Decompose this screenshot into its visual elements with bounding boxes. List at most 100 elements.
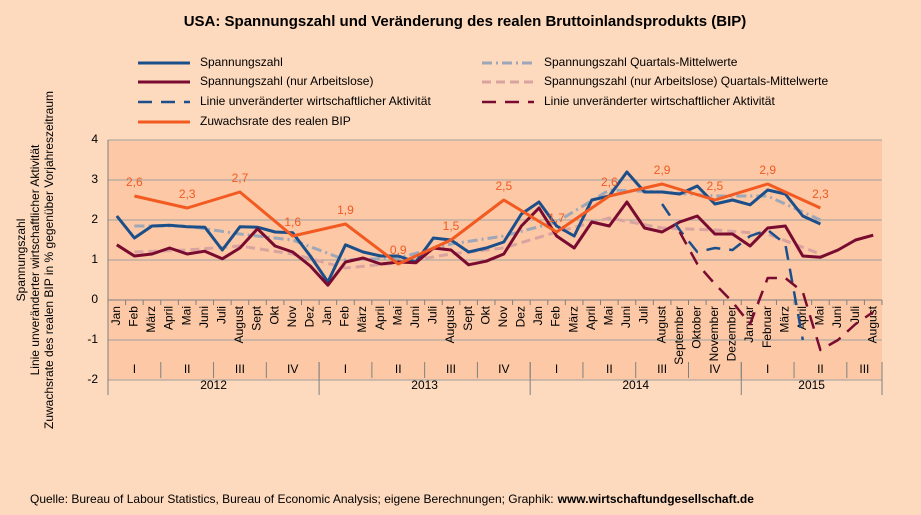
legend-label: Spannungszahl [200, 55, 283, 69]
x-tick-label: Mai [390, 306, 404, 325]
data-label: 1,5 [443, 219, 460, 233]
quarter-label: II [184, 362, 191, 376]
data-label: 2,9 [759, 163, 776, 177]
data-label: 2,9 [654, 163, 671, 177]
x-tick-label: Dez [302, 306, 316, 327]
legend-label: Zuwachsrate des realen BIP [200, 114, 351, 128]
x-tick-label: Juli [426, 306, 440, 324]
legend-label: Spannungszahl (nur Arbeitslose) Quartals… [544, 74, 828, 88]
x-tick-label: April [373, 306, 387, 330]
x-tick-label: August [232, 305, 246, 343]
quarter-label: II [817, 362, 824, 376]
x-tick-label: April [584, 306, 598, 330]
x-tick-label: Februar [760, 306, 774, 348]
quarter-label: III [657, 362, 667, 376]
y-axis-title: Spannungszahl [14, 219, 28, 302]
x-tick-label: Mai [813, 306, 827, 325]
legend-label: Linie unveränderter wirtschaftlicher Akt… [544, 94, 775, 108]
y-tick-label: 3 [91, 172, 98, 186]
x-tick-label: Mai [602, 306, 616, 325]
series-line [678, 231, 874, 352]
year-label: 2014 [622, 378, 649, 392]
y-tick-label: -1 [87, 332, 98, 346]
x-tick-label: Dezember [725, 306, 739, 361]
data-label: 2,5 [707, 179, 724, 193]
y-tick-label: 2 [91, 212, 98, 226]
x-tick-label: Juni [830, 306, 844, 328]
x-tick-label: Juni [619, 306, 633, 328]
y-axis-title: Zuwachsrate des realen BIP in % gegenübe… [42, 91, 56, 429]
x-tick-label: März [777, 306, 791, 333]
y-tick-label: -2 [87, 372, 98, 386]
x-tick-label: Nov [496, 306, 510, 327]
data-label: 2,7 [232, 171, 249, 185]
x-tick-label: März [355, 306, 369, 333]
x-tick-label: Feb [549, 306, 563, 327]
legend-label: Linie unveränderter wirtschaftlicher Akt… [200, 94, 431, 108]
x-tick-label: Nov [285, 306, 299, 327]
source-link: www.wirtschaftundgesellschaft.de [557, 492, 755, 506]
series-line [134, 182, 822, 266]
quarter-label: I [344, 362, 347, 376]
data-label: 1,7 [548, 211, 565, 225]
data-label: 2,3 [812, 187, 829, 201]
x-tick-label: Dez [514, 306, 528, 327]
x-tick-label: Feb [127, 306, 141, 327]
data-label: 2,6 [126, 175, 143, 189]
chart-title: USA: Spannungszahl und Veränderung des r… [184, 13, 747, 30]
x-tick-label: August [443, 305, 457, 343]
series-line [115, 200, 874, 287]
quarter-label: I [555, 362, 558, 376]
y-tick-label: 1 [91, 252, 98, 266]
year-label: 2015 [798, 378, 825, 392]
x-tick-label: Juni [408, 306, 422, 328]
data-label: 1,6 [284, 215, 301, 229]
quarter-label: I [133, 362, 136, 376]
x-tick-label: Jan [320, 306, 334, 325]
x-tick-label: Juni [197, 306, 211, 328]
quarter-label: III [859, 362, 869, 376]
x-tick-label: Juli [215, 306, 229, 324]
x-tick-label: August [654, 305, 668, 343]
legend-label: Spannungszahl (nur Arbeitslose) [200, 74, 373, 88]
data-label: 2,6 [601, 175, 618, 189]
quarter-label: IV [287, 362, 298, 376]
x-tick-label: November [707, 306, 721, 361]
x-tick-label: März [566, 306, 580, 333]
x-tick-label: Juli [637, 306, 651, 324]
y-tick-label: 4 [91, 132, 98, 146]
x-tick-label: Sept [250, 305, 264, 330]
x-tick-label: März [144, 306, 158, 333]
quarter-label: I [766, 362, 769, 376]
data-label: 0,9 [390, 243, 407, 257]
quarter-label: II [606, 362, 613, 376]
year-label: 2013 [411, 378, 438, 392]
x-tick-label: Sept [461, 305, 475, 330]
x-tick-label: Jan [109, 306, 123, 325]
quarter-label: IV [709, 362, 720, 376]
x-tick-label: Mai [179, 306, 193, 325]
data-label: 2,5 [495, 179, 512, 193]
data-label: 2,3 [179, 187, 196, 201]
series-line [115, 170, 822, 284]
quarter-label: IV [498, 362, 509, 376]
x-tick-label: Okt [267, 305, 281, 324]
y-axis-title: Linie unveränderter wirtschaftlicher Akt… [28, 144, 42, 375]
year-label: 2012 [200, 378, 227, 392]
x-tick-label: August [865, 305, 879, 343]
series-line [661, 203, 805, 341]
quarter-label: II [395, 362, 402, 376]
quarter-label: III [446, 362, 456, 376]
source: Quelle: Bureau of Labour Statistics, Bur… [30, 492, 554, 506]
x-tick-label: Okt [478, 305, 492, 324]
quarter-label: III [235, 362, 245, 376]
x-tick-label: April [162, 306, 176, 330]
legend-label: Spannungszahl Quartals-Mittelwerte [544, 55, 738, 69]
x-tick-label: Juli [848, 306, 862, 324]
x-tick-label: Oktober [689, 306, 703, 349]
x-tick-label: April [795, 306, 809, 330]
data-label: 1,9 [337, 203, 354, 217]
series-line [134, 216, 821, 270]
